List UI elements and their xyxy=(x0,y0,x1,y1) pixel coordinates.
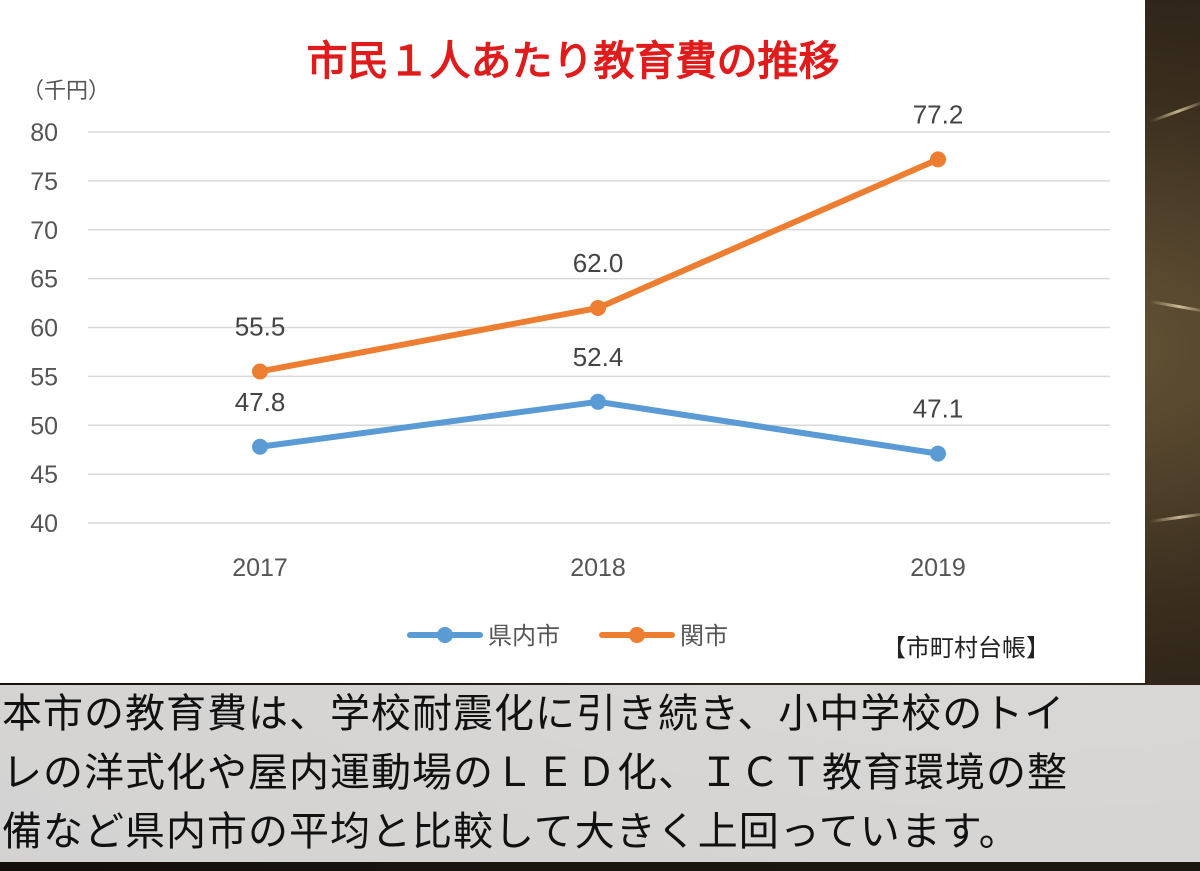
y-tick-label: 50 xyxy=(30,412,58,440)
y-tick-label: 65 xyxy=(30,266,58,294)
legend-entry: 関市 xyxy=(599,622,728,650)
legend-marker xyxy=(437,627,453,643)
data-label: 52.4 xyxy=(573,342,624,372)
y-tick-label: 45 xyxy=(30,461,58,489)
caption-line: 備など県内市の平均と比較して大きく上回っています。 xyxy=(2,809,1020,855)
x-tick-label: 2018 xyxy=(570,554,626,582)
background-light-streak xyxy=(1149,300,1200,314)
y-axis-unit-label: （千円） xyxy=(22,79,110,104)
y-tick-label: 70 xyxy=(30,217,58,245)
data-label: 47.1 xyxy=(913,394,964,424)
data-label: 55.5 xyxy=(235,311,286,341)
y-tick-label: 75 xyxy=(30,168,58,196)
data-point xyxy=(252,363,268,380)
data-point xyxy=(590,393,606,410)
x-tick-label: 2017 xyxy=(232,554,288,582)
legend: 県内市 関市 xyxy=(407,622,728,650)
y-tick-label: 80 xyxy=(30,119,58,147)
caption-line: レの洋式化や屋内運動場のＬＥＤ化、ＩＣＴ教育環境の整 xyxy=(2,750,1068,796)
data-label: 47.8 xyxy=(235,387,286,417)
series-layer: 47.8 52.4 47.1 55.5 62.0 77.2 xyxy=(235,99,964,462)
data-label: 62.0 xyxy=(573,248,624,278)
source-note: 【市町村台帳】 xyxy=(882,634,1050,662)
chart-card: 市民１人あたり教育費の推移 （千円） 40 45 50 55 60 65 70 75 80 20… xyxy=(22,37,1110,662)
x-axis-ticks: 2017 2018 2019 xyxy=(232,554,966,582)
y-tick-label: 55 xyxy=(30,363,58,391)
data-point xyxy=(930,151,946,168)
y-tick-label: 60 xyxy=(30,315,58,343)
chart-title: 市民１人あたり教育費の推移 xyxy=(307,37,840,85)
line-chart: 市民１人あたり教育費の推移 （千円） 40 45 50 55 60 65 70 75 80 20… xyxy=(22,37,1110,662)
y-axis-ticks: 40 45 50 55 60 65 70 75 80 xyxy=(30,119,58,538)
caption-text: 本市の教育費は、学校耐震化に引き続き、小中学校のトイ レの洋式化や屋内運動場のＬ… xyxy=(0,685,1200,862)
background-light-streak xyxy=(1149,99,1200,123)
y-tick-label: 40 xyxy=(30,510,58,538)
legend-label: 県内市 xyxy=(488,622,560,650)
data-point xyxy=(252,438,268,455)
background-light-streak xyxy=(1149,511,1200,523)
data-label: 77.2 xyxy=(913,99,964,129)
caption-line: 本市の教育費は、学校耐震化に引き続き、小中学校のトイ xyxy=(2,691,1066,737)
legend-entry: 県内市 xyxy=(407,622,560,650)
x-tick-label: 2019 xyxy=(910,554,966,582)
data-point xyxy=(590,299,606,316)
legend-marker xyxy=(629,627,645,643)
data-point xyxy=(930,445,946,462)
legend-label: 関市 xyxy=(680,622,728,650)
